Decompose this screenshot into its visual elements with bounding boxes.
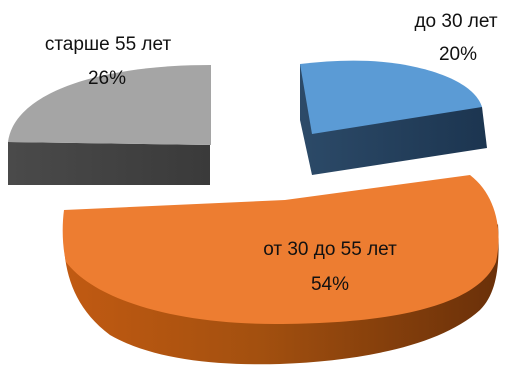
pie-slice-30-to-55-side [63, 224, 499, 365]
pie-slice-over-55 [8, 65, 211, 185]
pie-slice-30-to-55 [62, 175, 499, 365]
label-over-55-percent: 26% [88, 68, 126, 89]
label-under-30-category: до 30 лет [414, 11, 497, 32]
label-30-to-55-percent: 54% [311, 274, 349, 295]
pie-slice-under-30-top [300, 60, 482, 134]
pie-slice-over-55-side [8, 142, 210, 185]
label-over-55-category: старше 55 лет [45, 34, 172, 55]
pie-slice-30-to-55-top [62, 175, 499, 324]
pie-slice-under-30 [300, 60, 487, 175]
pie-slice-over-55-top [8, 65, 211, 145]
label-under-30-percent: 20% [439, 44, 477, 65]
label-30-to-55-category: от 30 до 55 лет [263, 239, 397, 260]
